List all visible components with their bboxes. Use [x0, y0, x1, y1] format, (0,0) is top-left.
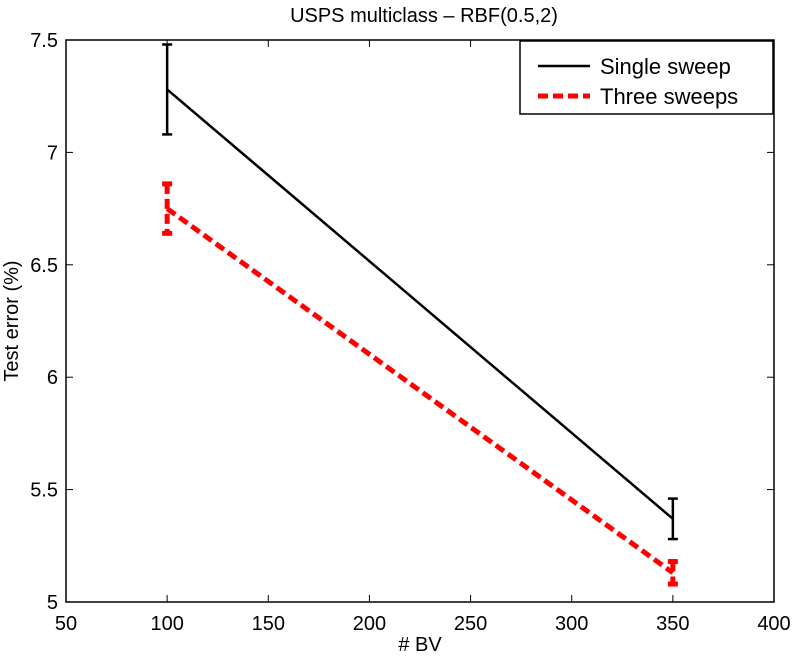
x-tick-label: 150 [252, 613, 285, 635]
chart-title: USPS multiclass – RBF(0.5,2) [290, 5, 558, 27]
y-tick-label: 6 [47, 367, 58, 389]
series-three-sweeps [162, 181, 678, 587]
y-tick-label: 6.5 [30, 255, 58, 277]
series-line [166, 88, 674, 520]
y-tick-label: 7 [47, 142, 58, 164]
series-line [165, 206, 675, 575]
x-tick-label: 100 [150, 613, 183, 635]
x-tick-label: 200 [353, 613, 386, 635]
y-axis-label: Test error (%) [1, 260, 23, 381]
legend-label-single-sweep: Single sweep [600, 54, 731, 79]
x-tick-label: 400 [757, 613, 790, 635]
x-tick-label: 50 [55, 613, 77, 635]
legend: Single sweep Three sweeps [519, 40, 774, 115]
legend-label-three-sweeps: Three sweeps [600, 84, 738, 109]
x-tick-label: 300 [555, 613, 588, 635]
y-tick-label: 7.5 [30, 30, 58, 52]
x-tick-label: 350 [656, 613, 689, 635]
series-layer [162, 43, 678, 587]
x-axis-label: # BV [398, 634, 442, 656]
x-tick-label: 250 [454, 613, 487, 635]
y-tick-label: 5 [47, 592, 58, 614]
x-tick-labels: 50 100 150 200 250 300 350 400 [55, 613, 791, 635]
y-tick-labels: 5 5.5 6 6.5 7 7.5 [30, 30, 58, 614]
series-single-sweep [162, 43, 678, 541]
y-tick-label: 5.5 [30, 480, 58, 502]
legend-box [519, 40, 774, 115]
plot-area [65, 39, 775, 603]
